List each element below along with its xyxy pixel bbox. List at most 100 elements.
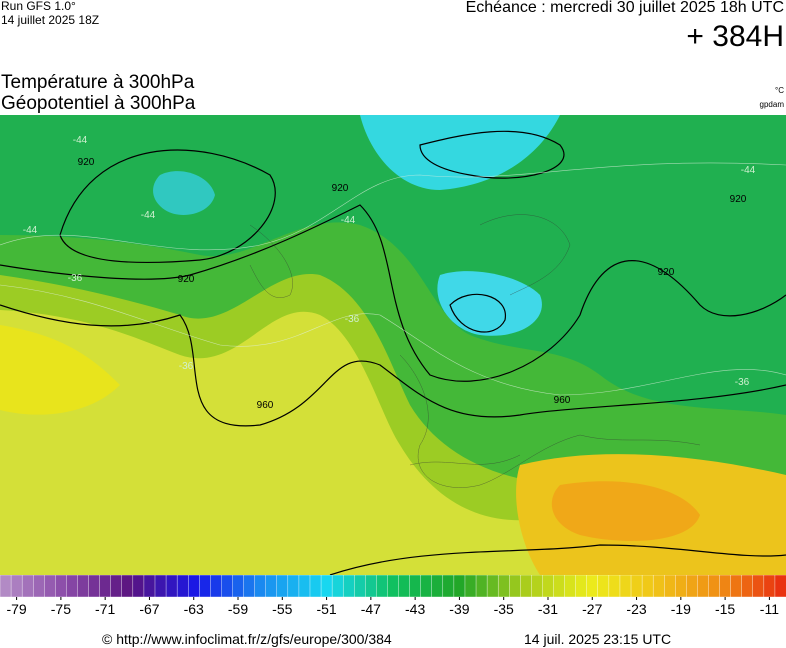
title: Géopotentiel à 300hPa: [1, 93, 196, 114]
color-cell: [564, 575, 577, 598]
color-cell: [55, 575, 67, 598]
color-cell: [387, 575, 400, 598]
isotherms: [0, 162, 786, 396]
color-cell: [265, 575, 278, 598]
color-cell: [697, 575, 710, 598]
contour-label: -44: [741, 165, 756, 176]
color-cell: [165, 575, 178, 598]
contour-label: 920: [332, 183, 349, 194]
tick-label: -39: [449, 601, 469, 617]
tick-label: -23: [626, 601, 646, 617]
color-cell: [0, 575, 12, 598]
color-cell: [409, 575, 422, 598]
unit: gpdam: [759, 100, 784, 109]
contour-label: -36: [179, 361, 194, 372]
color-cell: [453, 575, 466, 598]
color-cell: [199, 575, 211, 598]
tick-label: -43: [405, 601, 425, 617]
contour-label: 960: [554, 395, 571, 406]
tick-label: -79: [6, 601, 26, 617]
color-cell: [464, 575, 477, 598]
color-cell: [287, 575, 300, 598]
tick-label: -71: [95, 601, 115, 617]
contour-label: -44: [141, 210, 156, 221]
color-cell: [143, 575, 156, 598]
color-cell: [176, 575, 189, 598]
color-cell: [475, 575, 488, 598]
color-cell: [276, 575, 289, 598]
color-cell: [331, 575, 344, 598]
tick-label: -63: [184, 601, 204, 617]
run-date: 14 juillet 2025 18Z: [1, 13, 100, 27]
contours: [0, 130, 786, 575]
color-cell: [210, 575, 222, 598]
color-cell: [99, 575, 112, 598]
color-cell: [121, 575, 134, 598]
color-cell: [719, 575, 732, 598]
tick-label: -35: [494, 601, 514, 617]
color-cell: [597, 575, 610, 598]
tick-label: -27: [582, 601, 602, 617]
color-cell: [652, 575, 665, 598]
field: [437, 271, 542, 336]
color-cell: [664, 575, 676, 598]
color-cell: [33, 575, 45, 598]
color-cell: [44, 575, 56, 598]
color-cell: [354, 575, 366, 598]
contour-label: 920: [658, 267, 675, 278]
contour-label: -36: [68, 273, 83, 284]
color-cell: [497, 575, 510, 598]
color-cell: [254, 575, 267, 598]
run: Run GFS 1.0°: [1, 0, 76, 13]
contour-label: -36: [345, 314, 360, 325]
color-cell: [708, 575, 721, 598]
contour-label: -44: [23, 225, 38, 236]
tick-label: -11: [760, 601, 779, 617]
valid-time: Echéance : mercredi 30 juillet 2025 18h …: [465, 0, 784, 16]
contour-label: 920: [730, 194, 747, 205]
color-cell: [320, 575, 333, 598]
color-cell: [88, 575, 101, 598]
tick-label: -15: [715, 601, 735, 617]
tick-label: -67: [139, 601, 159, 617]
color-cell: [232, 575, 245, 598]
color-cell: [309, 575, 322, 598]
color-cell: [187, 575, 200, 598]
lead-time: + 384H: [686, 20, 784, 53]
color-cell: [66, 575, 78, 598]
color-cell: [575, 575, 588, 598]
field: [360, 115, 560, 190]
color-cell: [752, 575, 765, 598]
timestamp: 14 juil. 2025 23:15 UTC: [524, 631, 672, 647]
tick-label: -47: [361, 601, 381, 617]
color-cell: [531, 575, 543, 598]
contour-label: -44: [73, 135, 88, 146]
tick-label: -51: [316, 601, 336, 617]
color-cell: [365, 575, 377, 598]
tick-label: -55: [272, 601, 292, 617]
field: [551, 481, 700, 541]
color-cell: [675, 575, 687, 598]
color-cell: [132, 575, 145, 598]
tick-label: -75: [51, 601, 71, 617]
map: 920 920 920 920 920 960 960 -44 -44 -44 -44 -44 -36 -…: [0, 115, 786, 575]
color-cell: [686, 575, 698, 598]
color-cell: [774, 575, 786, 598]
source-url: © http://www.infoclimat.fr/z/gfs/europe/…: [102, 631, 392, 647]
color-cell: [619, 575, 632, 598]
contour-label: -36: [735, 377, 750, 388]
color-cell: [398, 575, 411, 598]
color-cell: [442, 575, 455, 598]
tick-label: -31: [538, 601, 558, 617]
color-cell: [221, 575, 233, 598]
colorbar: -79 -75 -71 -67 -63 -59 -55 -51 -47 -43 -39 -35 -31 -…: [0, 575, 786, 617]
tick-label: -19: [671, 601, 691, 617]
color-cell: [542, 575, 555, 598]
color-cell: [431, 575, 444, 598]
color-cell: [420, 575, 433, 598]
color-cell: [77, 575, 90, 598]
contour-label: -44: [341, 215, 356, 226]
color-cell: [741, 575, 754, 598]
color-cell: [630, 575, 643, 598]
color-cell: [730, 575, 743, 598]
